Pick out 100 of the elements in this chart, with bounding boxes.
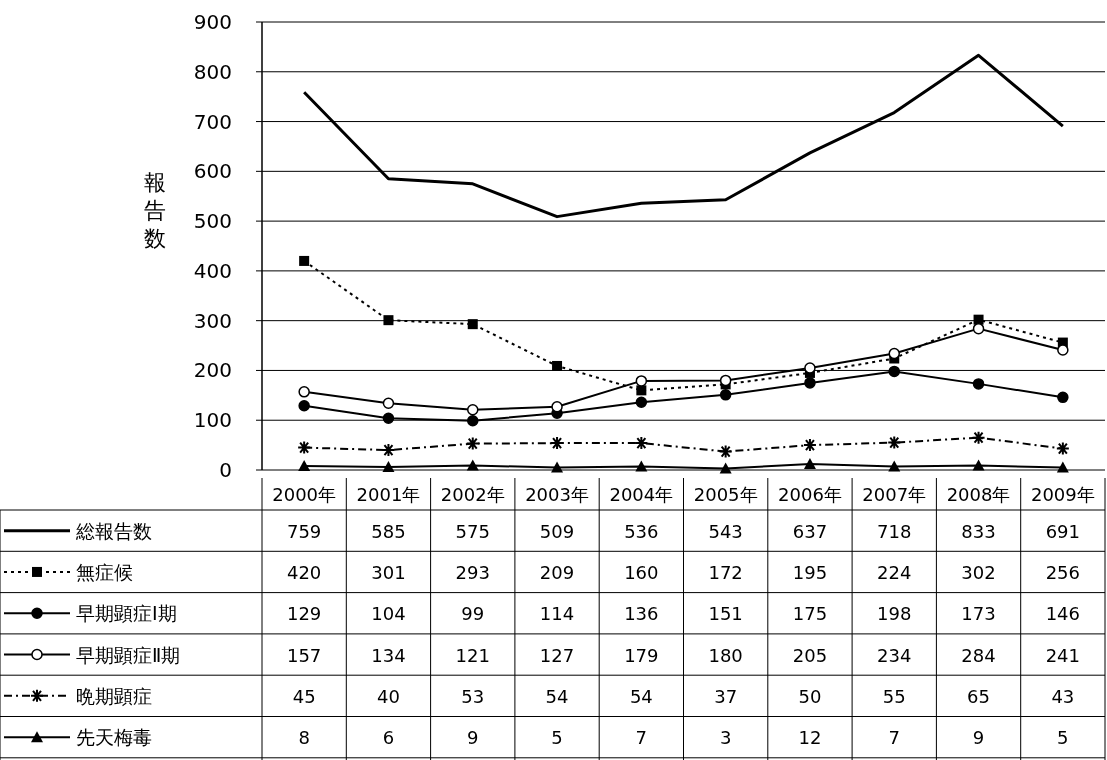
data-label: 759 (286, 520, 322, 542)
data-label: 104 (371, 603, 406, 625)
point (552, 360, 563, 371)
legend-label: 早期顕症Ⅱ期 (76, 643, 181, 666)
data-label: 256 (1045, 561, 1081, 583)
x-tick-label: 2004年 (609, 484, 674, 505)
x-tick-label: 2007年 (862, 484, 927, 505)
point (719, 462, 732, 474)
point (382, 397, 395, 410)
data-label: 43 (1051, 685, 1075, 707)
data-label: 420 (286, 561, 322, 583)
data-label: 9 (467, 727, 479, 749)
point (719, 389, 732, 401)
y-tick-label: 400 (193, 258, 232, 283)
point (972, 378, 985, 390)
data-label: 241 (1045, 644, 1081, 666)
point (971, 430, 986, 445)
x-tick-label: 2001年 (356, 484, 421, 505)
data-label: 175 (792, 603, 828, 625)
data-label: 5 (1057, 727, 1069, 749)
x-tick-label: 2008年 (946, 484, 1011, 505)
data-label: 180 (708, 644, 743, 666)
legend-label: 無症候 (76, 560, 133, 583)
data-label: 7 (635, 727, 648, 749)
data-label: 224 (877, 561, 912, 583)
x-tick-label: 2005年 (693, 484, 758, 505)
data-label: 209 (539, 561, 575, 583)
data-label: 7 (888, 727, 900, 749)
y-tick-label: 800 (193, 59, 232, 84)
data-label: 195 (792, 561, 828, 583)
point (718, 444, 733, 459)
legend-label: 早期顕症Ⅰ期 (76, 602, 177, 625)
data-label: 172 (708, 561, 743, 583)
data-label: 179 (624, 644, 659, 666)
data-label: 129 (286, 603, 322, 625)
legend-label: 晩期顕症 (76, 684, 152, 707)
data-label: 198 (877, 603, 912, 625)
data-label: 637 (792, 520, 828, 542)
data-label: 301 (371, 561, 406, 583)
x-tick-label: 2003年 (525, 484, 589, 505)
point (1056, 461, 1069, 473)
point (1055, 441, 1070, 456)
point (635, 375, 648, 387)
data-label: 536 (624, 520, 659, 542)
point (972, 322, 985, 335)
data-label: 6 (382, 727, 395, 749)
data-label: 65 (967, 685, 990, 707)
data-label: 173 (961, 603, 996, 625)
data-label: 40 (377, 685, 400, 707)
point (802, 438, 817, 453)
point (887, 435, 902, 450)
data-label: 575 (455, 520, 490, 542)
y-tick-label: 600 (193, 159, 232, 184)
y-tick-label: 100 (193, 408, 232, 433)
data-label: 151 (708, 603, 743, 625)
data-label: 157 (286, 644, 322, 666)
point (888, 365, 900, 378)
data-label: 114 (539, 603, 575, 625)
point (972, 459, 985, 471)
point (383, 315, 394, 326)
x-tick-label: 2002年 (440, 484, 505, 505)
x-tick-label: 2000年 (272, 484, 337, 505)
data-label: 205 (792, 644, 828, 666)
data-label: 8 (298, 727, 310, 749)
y-tick-label: 0 (219, 458, 232, 482)
data-label: 718 (877, 520, 912, 542)
data-label: 45 (292, 685, 316, 707)
data-label: 99 (461, 603, 485, 625)
x-tick-label: 2009年 (1030, 484, 1095, 505)
data-label: 50 (798, 685, 822, 707)
point (299, 255, 310, 266)
point (1057, 391, 1069, 404)
data-label: 833 (961, 520, 996, 542)
data-label: 585 (371, 520, 406, 542)
y-tick-label: 900 (193, 10, 232, 34)
data-label: 509 (539, 520, 575, 542)
data-label: 54 (629, 685, 653, 707)
point (382, 461, 395, 473)
legend-label: 先天梅毒 (76, 726, 152, 749)
data-label: 12 (798, 727, 822, 749)
data-label: 3 (719, 727, 732, 749)
point (298, 400, 310, 412)
data-label: 134 (371, 644, 406, 666)
point (634, 436, 649, 451)
data-label: 543 (708, 520, 743, 542)
data-label: 284 (961, 644, 996, 666)
data-label: 127 (539, 644, 575, 666)
data-label: 5 (551, 727, 563, 749)
point (467, 319, 478, 330)
point (382, 412, 395, 424)
y-axis-title: 報告数 (144, 170, 166, 251)
data-label: 691 (1045, 520, 1081, 542)
point (298, 386, 310, 398)
point (635, 460, 648, 472)
data-label: 9 (972, 727, 985, 749)
point (888, 460, 901, 472)
data-label: 302 (961, 561, 996, 583)
data-label: 53 (461, 685, 485, 707)
point (551, 461, 564, 473)
point (467, 414, 479, 427)
